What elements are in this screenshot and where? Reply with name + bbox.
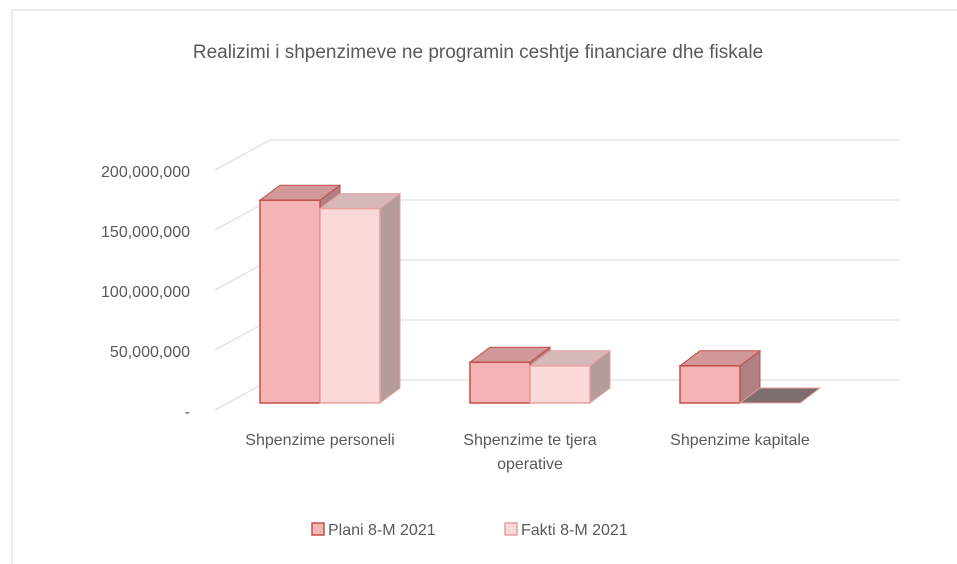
legend-label: Fakti 8-M 2021: [521, 522, 628, 539]
grid-line: [214, 139, 900, 171]
bar: [259, 199, 321, 404]
y-tick-label: -: [185, 404, 190, 421]
bar: [469, 361, 531, 404]
y-tick-label: 50,000,000: [110, 344, 190, 361]
x-tick-label: Shpenzime kapitale: [670, 432, 810, 449]
bar-top: [738, 387, 822, 404]
bar: [679, 365, 741, 404]
bar-side: [379, 192, 401, 404]
y-tick-label: 200,000,000: [101, 164, 190, 181]
bar: [529, 365, 591, 404]
x-tick-label: Shpenzime te tjera operative: [463, 432, 597, 473]
chart-border: [11, 9, 957, 564]
chart-title: Realizimi i shpenzimeve ne programin ces…: [192, 42, 764, 63]
y-tick-label: 150,000,000: [101, 224, 190, 241]
y-tick-label: 100,000,000: [101, 284, 190, 301]
x-tick-label: Shpenzime personeli: [245, 432, 395, 449]
legend-swatch: [504, 522, 518, 536]
bar: [319, 207, 381, 404]
legend-label: Plani 8-M 2021: [328, 522, 436, 539]
legend-swatch: [311, 522, 325, 536]
